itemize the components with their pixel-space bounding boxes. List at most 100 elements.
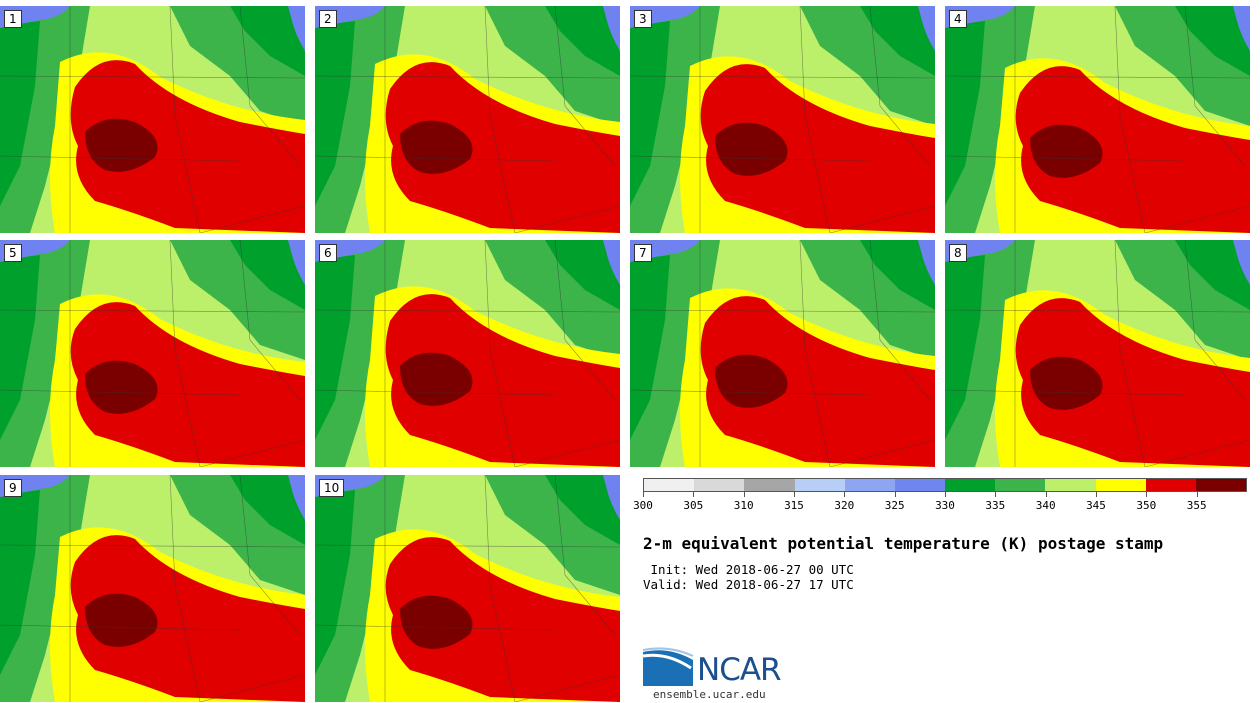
state-boundary	[1114, 6, 1146, 233]
state-boundary	[945, 75, 1250, 79]
field-map	[945, 6, 1250, 233]
colorbar-segment	[995, 479, 1046, 491]
northeast-dark	[545, 240, 620, 310]
colorbar-segment	[1145, 479, 1196, 491]
colorbar-tick-label: 350	[1136, 499, 1157, 512]
colorbar-segment	[1195, 479, 1247, 491]
colorbar-tick-label: 325	[884, 499, 905, 512]
member-label: 5	[4, 244, 22, 262]
state-boundary	[315, 389, 556, 396]
northeast-dark	[860, 240, 935, 310]
valid-time: Valid: Wed 2018-06-27 17 UTC	[643, 577, 854, 592]
state-boundary	[315, 544, 620, 548]
dark-red-center	[85, 593, 158, 647]
state-boundary	[945, 155, 1186, 162]
state-boundary	[1184, 6, 1246, 167]
water-northeast	[288, 475, 305, 520]
map-panel-8: 8	[945, 240, 1250, 467]
map-panel-7: 7	[630, 240, 935, 467]
field-map	[315, 6, 620, 233]
colorbar-tick-label: 320	[834, 499, 855, 512]
state-boundary	[239, 240, 301, 401]
northeast-dark	[230, 475, 305, 545]
water-northeast	[603, 6, 620, 51]
state-boundary	[799, 6, 831, 233]
red-core	[70, 60, 305, 233]
west-highlands	[315, 490, 355, 675]
state-boundary	[199, 439, 305, 467]
colorbar-tick	[794, 492, 795, 497]
west-highlands	[0, 255, 40, 440]
state-boundary	[169, 6, 201, 233]
west-highlands	[630, 255, 670, 440]
colorbar-tick	[844, 492, 846, 497]
state-boundary	[0, 309, 305, 313]
colorbar-tick-label: 315	[784, 499, 804, 512]
dark-red-center	[85, 360, 158, 414]
state-boundary	[0, 155, 241, 162]
state-boundary	[869, 240, 931, 401]
state-boundary	[829, 205, 935, 233]
state-boundary	[630, 309, 935, 313]
field-map	[630, 6, 935, 233]
colorbar-tick	[693, 492, 695, 497]
northeast-dark	[230, 240, 305, 310]
map-panel-10: 10	[315, 475, 620, 702]
west-highlands	[0, 490, 40, 675]
red-core	[385, 62, 620, 233]
time-info: Init: Wed 2018-06-27 00 UTC Valid: Wed 2…	[643, 562, 854, 592]
colorbar-tick	[1196, 492, 1198, 497]
state-boundary	[630, 75, 935, 79]
colorbar-segment	[694, 479, 745, 491]
state-boundary	[169, 240, 201, 467]
northeast-dark	[545, 6, 620, 76]
state-boundary	[484, 475, 516, 702]
state-boundary	[945, 309, 1250, 313]
water-northeast	[603, 240, 620, 285]
colorbar-tick	[945, 492, 946, 497]
colorbar-tick	[995, 492, 997, 497]
west-highlands	[0, 21, 40, 206]
field-map	[945, 240, 1250, 467]
state-boundary	[484, 6, 516, 233]
state-boundary	[0, 389, 241, 396]
map-panel-4: 4	[945, 6, 1250, 233]
state-boundary	[1144, 205, 1250, 233]
colorbar-segment	[894, 479, 946, 491]
member-label: 3	[634, 10, 652, 28]
member-label: 10	[319, 479, 345, 497]
water-northeast	[918, 240, 935, 285]
colorbar-segment	[744, 479, 795, 491]
field-map	[315, 475, 620, 702]
colorbar-tick-label: 310	[733, 499, 754, 512]
colorbar-tick	[1146, 492, 1148, 497]
field-map	[630, 240, 935, 467]
red-core	[385, 537, 620, 702]
member-label: 9	[4, 479, 22, 497]
state-boundary	[630, 155, 871, 162]
state-boundary	[169, 475, 201, 702]
colorbar-segment	[1045, 479, 1096, 491]
northeast-dark	[230, 6, 305, 76]
member-label: 8	[949, 244, 967, 262]
colorbar-ticks: 300 305 310 315 320 325 330 335 340 345 350 355	[633, 492, 1247, 512]
state-boundary	[239, 6, 301, 167]
red-core	[1015, 66, 1250, 233]
dark-red-center	[400, 120, 473, 174]
field-map	[0, 475, 305, 702]
water-northeast	[288, 6, 305, 51]
dark-red-center	[715, 354, 788, 408]
dark-red-center	[715, 122, 788, 176]
water-northeast	[1233, 6, 1250, 51]
northeast-dark	[1175, 240, 1250, 310]
member-label: 7	[634, 244, 652, 262]
red-core	[700, 64, 935, 233]
west-highlands	[945, 255, 985, 440]
site-url[interactable]: ensemble.ucar.edu	[653, 688, 766, 701]
state-boundary	[199, 205, 305, 233]
dark-red-center	[400, 595, 473, 649]
colorbar-tick	[1096, 492, 1097, 497]
state-boundary	[315, 155, 556, 162]
west-highlands	[315, 255, 355, 440]
state-boundary	[239, 475, 301, 636]
